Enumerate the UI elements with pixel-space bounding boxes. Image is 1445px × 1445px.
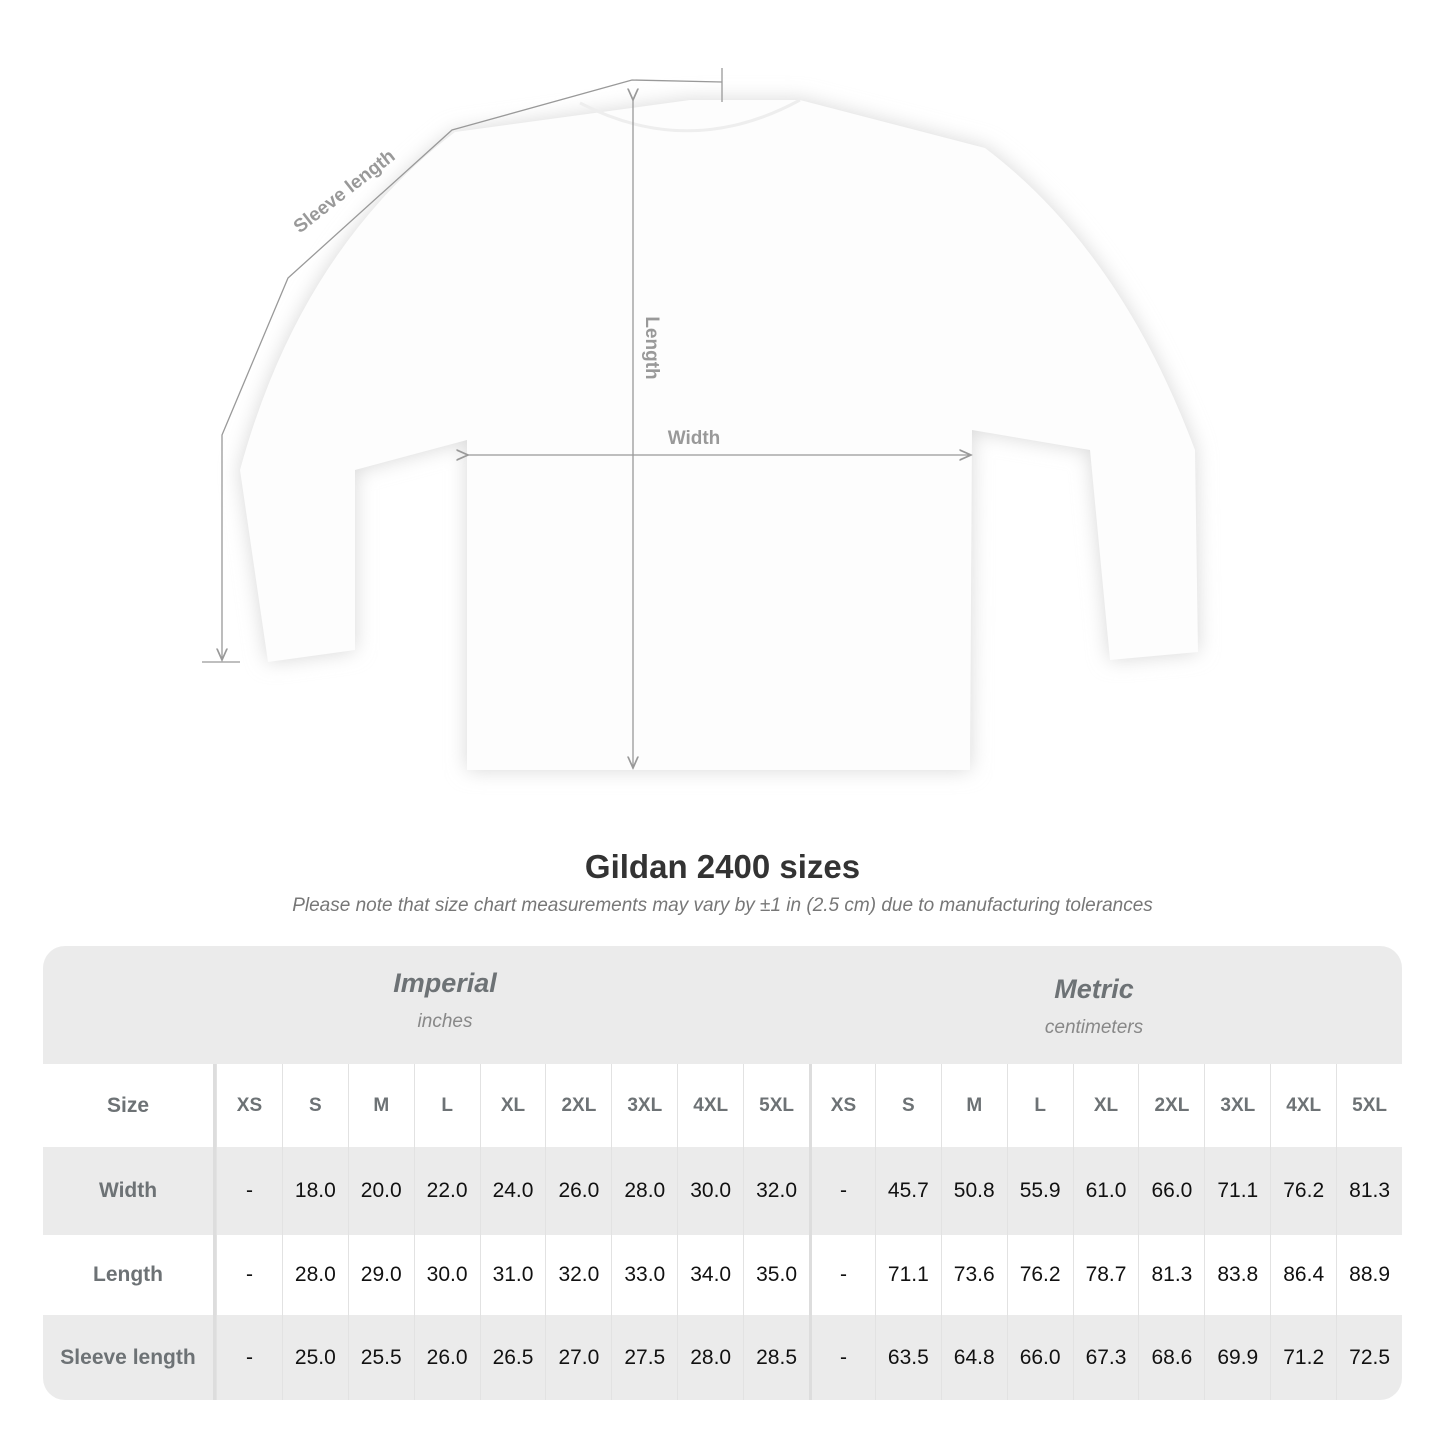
imperial-value-cell: 28.0 xyxy=(677,1315,743,1400)
size-header-metric: 5XL xyxy=(1336,1064,1402,1147)
imperial-value-cell: 30.0 xyxy=(413,1235,480,1315)
metric-value-cell: 64.8 xyxy=(940,1315,1007,1400)
imperial-value-cell: 27.5 xyxy=(611,1315,677,1400)
metric-value-cell: 81.3 xyxy=(1336,1147,1402,1235)
row-label: Length xyxy=(43,1235,216,1315)
size-table: Imperial inches Metric centimeters Size X… xyxy=(43,946,1402,1400)
table-row: Width -18.0 20.0 22.0 24.0 26.0 28.0 30.0 32.0-4… xyxy=(43,1147,1402,1235)
imperial-value-cell: 32.0 xyxy=(743,1147,809,1235)
size-header-imperial: 3XL xyxy=(611,1064,677,1147)
metric-value-cell: 83.8 xyxy=(1204,1235,1270,1315)
table-row: Length -28.0 29.0 30.0 31.0 32.0 33.0 34.0 35.0-… xyxy=(43,1235,1402,1315)
size-header-imperial: XS xyxy=(216,1064,282,1147)
imperial-value-cell: - xyxy=(216,1147,282,1235)
imperial-value-cell: 20.0 xyxy=(347,1147,414,1235)
sleeve-measure-line xyxy=(222,79,723,660)
imperial-value-cell: 27.0 xyxy=(545,1315,611,1400)
size-header-metric: XS xyxy=(809,1064,875,1147)
size-header-metric: L xyxy=(1006,1064,1073,1147)
imperial-unit: inches xyxy=(417,1011,473,1032)
size-header-row: Size XS S M L XL 2XL 3XL 4XL 5XL XS S M L XL 2XL 3XL 4XL 5… xyxy=(43,1064,1402,1147)
tolerance-note: Please note that size chart measurements… xyxy=(292,895,1153,916)
metric-value-cell: 66.0 xyxy=(1138,1147,1204,1235)
metric-value-cell: - xyxy=(809,1315,875,1400)
imperial-title: Imperial xyxy=(393,968,497,998)
imperial-value-cell: 29.0 xyxy=(347,1235,414,1315)
metric-value-cell: 71.1 xyxy=(874,1235,941,1315)
imperial-value-cell: 26.0 xyxy=(413,1315,480,1400)
imperial-header: Imperial inches xyxy=(145,968,745,1033)
imperial-value-cell: - xyxy=(216,1315,282,1400)
row-label: Size xyxy=(43,1064,216,1147)
imperial-value-cell: 35.0 xyxy=(743,1235,809,1315)
metric-value-cell: - xyxy=(809,1147,875,1235)
size-header-metric: M xyxy=(940,1064,1007,1147)
metric-value-cell: 78.7 xyxy=(1072,1235,1139,1315)
imperial-value-cell: - xyxy=(216,1235,282,1315)
table-row: Sleeve length -25.0 25.5 26.0 26.5 27.0 27.5 28… xyxy=(43,1315,1402,1400)
imperial-value-cell: 34.0 xyxy=(677,1235,743,1315)
metric-header: Metric centimeters xyxy=(794,974,1394,1039)
shirt-diagram: Sleeve length Length Width xyxy=(202,68,1198,770)
imperial-value-cell: 25.0 xyxy=(281,1315,348,1400)
size-header-imperial: L xyxy=(413,1064,480,1147)
width-label: Width xyxy=(668,428,721,449)
imperial-value-cell: 24.0 xyxy=(479,1147,546,1235)
metric-value-cell: 69.9 xyxy=(1204,1315,1270,1400)
metric-value-cell: 88.9 xyxy=(1336,1235,1402,1315)
metric-value-cell: 76.2 xyxy=(1006,1235,1073,1315)
metric-value-cell: 71.1 xyxy=(1204,1147,1270,1235)
size-header-imperial: 2XL xyxy=(545,1064,611,1147)
imperial-value-cell: 33.0 xyxy=(611,1235,677,1315)
size-header-metric: 2XL xyxy=(1138,1064,1204,1147)
size-header-metric: XL xyxy=(1072,1064,1139,1147)
page-title: Gildan 2400 sizes xyxy=(584,848,861,885)
metric-value-cell: 76.2 xyxy=(1270,1147,1336,1235)
size-header-imperial: S xyxy=(281,1064,348,1147)
imperial-value-cell: 22.0 xyxy=(413,1147,480,1235)
size-header-imperial: 4XL xyxy=(677,1064,743,1147)
size-header-metric: S xyxy=(874,1064,941,1147)
size-header-metric: 3XL xyxy=(1204,1064,1270,1147)
metric-value-cell: 63.5 xyxy=(874,1315,941,1400)
metric-value-cell: 71.2 xyxy=(1270,1315,1336,1400)
imperial-value-cell: 28.0 xyxy=(281,1235,348,1315)
long-sleeve-shirt xyxy=(240,98,1198,770)
metric-value-cell: 72.5 xyxy=(1336,1315,1402,1400)
metric-unit: centimeters xyxy=(1044,1017,1144,1038)
metric-value-cell: 45.7 xyxy=(874,1147,941,1235)
metric-value-cell: - xyxy=(809,1235,875,1315)
metric-value-cell: 67.3 xyxy=(1072,1315,1139,1400)
imperial-value-cell: 28.0 xyxy=(611,1147,677,1235)
imperial-value-cell: 31.0 xyxy=(479,1235,546,1315)
row-label: Width xyxy=(43,1147,216,1235)
metric-value-cell: 61.0 xyxy=(1072,1147,1139,1235)
metric-value-cell: 50.8 xyxy=(940,1147,1007,1235)
imperial-value-cell: 25.5 xyxy=(347,1315,414,1400)
metric-value-cell: 68.6 xyxy=(1138,1315,1204,1400)
length-label: Length xyxy=(641,316,662,379)
imperial-value-cell: 30.0 xyxy=(677,1147,743,1235)
metric-title: Metric xyxy=(1054,974,1134,1004)
metric-value-cell: 66.0 xyxy=(1006,1315,1073,1400)
metric-value-cell: 55.9 xyxy=(1006,1147,1073,1235)
row-label: Sleeve length xyxy=(43,1315,216,1400)
metric-value-cell: 86.4 xyxy=(1270,1235,1336,1315)
imperial-value-cell: 32.0 xyxy=(545,1235,611,1315)
imperial-value-cell: 28.5 xyxy=(743,1315,809,1400)
imperial-value-cell: 26.0 xyxy=(545,1147,611,1235)
metric-value-cell: 81.3 xyxy=(1138,1235,1204,1315)
size-header-metric: 4XL xyxy=(1270,1064,1336,1147)
metric-value-cell: 73.6 xyxy=(940,1235,1007,1315)
size-header-imperial: XL xyxy=(479,1064,546,1147)
unit-header-band: Imperial inches Metric centimeters xyxy=(43,946,1402,1064)
imperial-value-cell: 26.5 xyxy=(479,1315,546,1400)
imperial-value-cell: 18.0 xyxy=(281,1147,348,1235)
size-header-imperial: M xyxy=(347,1064,414,1147)
size-header-imperial: 5XL xyxy=(743,1064,809,1147)
